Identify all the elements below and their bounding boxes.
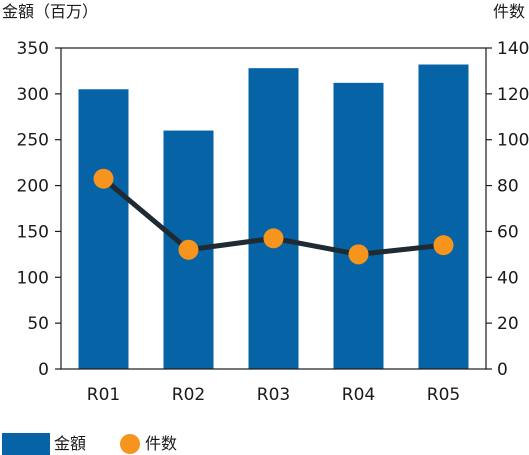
category-label: R05 — [427, 385, 460, 405]
left-tick-label: 350 — [17, 39, 49, 59]
left-tick-label: 200 — [17, 177, 49, 197]
category-label: R01 — [87, 385, 120, 405]
legend-label-bar: 金額 — [54, 434, 86, 453]
right-tick-label: 0 — [497, 360, 508, 380]
bar-series — [78, 64, 469, 370]
bar-R04 — [333, 82, 384, 369]
legend-swatch-line — [120, 434, 140, 454]
category-label: R04 — [342, 385, 375, 405]
left-tick-label: 100 — [17, 268, 49, 288]
left-tick-label: 50 — [27, 314, 49, 334]
right-tick-label: 120 — [497, 85, 529, 105]
bar-R03 — [248, 68, 299, 370]
left-tick-label: 150 — [17, 222, 49, 242]
right-tick-label: 100 — [497, 131, 529, 151]
point-R03 — [263, 228, 284, 249]
right-axis-ticks: 0 20 40 60 80 100 120 140 — [486, 39, 529, 380]
left-axis-ticks: 0 50 100 150 200 250 300 350 — [17, 39, 61, 380]
left-axis-title: 金額（百万） — [2, 2, 98, 21]
point-R02 — [178, 239, 199, 260]
right-tick-label: 40 — [497, 268, 519, 288]
point-R01 — [93, 168, 114, 189]
right-axis-title: 件数 — [493, 2, 525, 21]
left-tick-label: 250 — [17, 131, 49, 151]
left-tick-label: 0 — [38, 360, 49, 380]
point-R05 — [433, 235, 454, 256]
bar-R05 — [418, 64, 469, 369]
right-tick-label: 60 — [497, 222, 519, 242]
left-tick-label: 300 — [17, 85, 49, 105]
right-tick-label: 20 — [497, 314, 519, 334]
bar-R01 — [78, 89, 129, 370]
category-labels: R01 R02 R03 R04 R05 — [87, 385, 460, 405]
right-tick-label: 140 — [497, 39, 529, 59]
line-series — [93, 168, 454, 265]
legend: 金額 件数 — [2, 433, 177, 455]
plot-frame — [60, 47, 487, 370]
point-R04 — [348, 244, 369, 265]
category-label: R02 — [172, 385, 205, 405]
category-label: R03 — [257, 385, 290, 405]
legend-label-line: 件数 — [145, 434, 177, 453]
legend-swatch-bar — [2, 433, 50, 455]
right-tick-label: 80 — [497, 177, 519, 197]
